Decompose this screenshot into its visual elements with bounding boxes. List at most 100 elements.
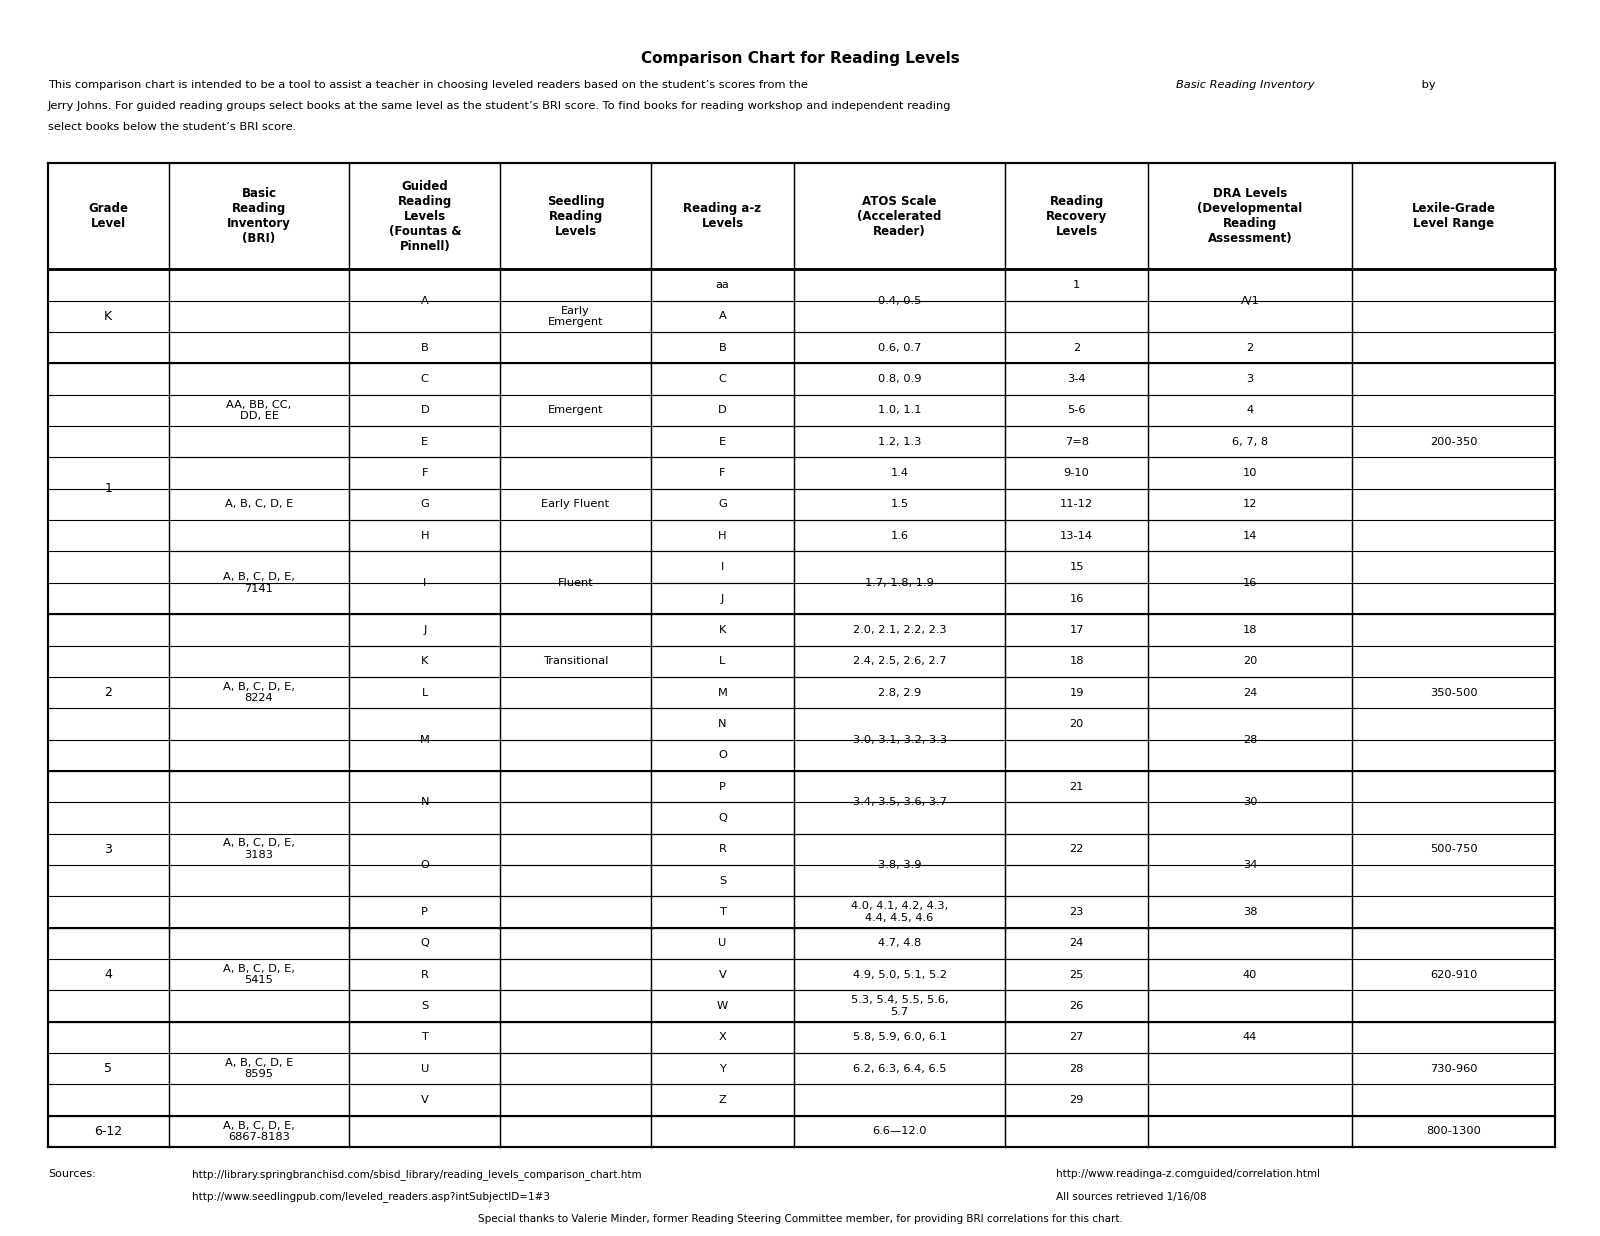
- Text: K: K: [104, 310, 112, 323]
- Text: All sources retrieved 1/16/08: All sources retrieved 1/16/08: [1056, 1192, 1206, 1201]
- Text: 0.8, 0.9: 0.8, 0.9: [878, 375, 922, 384]
- Text: U: U: [421, 1064, 429, 1074]
- Text: Jerry Johns. For guided reading groups select books at the same level as the stu: Jerry Johns. For guided reading groups s…: [48, 101, 952, 111]
- Text: T: T: [718, 907, 726, 917]
- Text: 30: 30: [1243, 797, 1258, 807]
- Text: R: R: [421, 969, 429, 980]
- Text: M: M: [717, 687, 728, 697]
- Text: Lexile-Grade
Level Range: Lexile-Grade Level Range: [1411, 203, 1496, 230]
- Text: Reading
Recovery
Levels: Reading Recovery Levels: [1046, 195, 1107, 237]
- Text: http://www.seedlingpub.com/leveled_readers.asp?intSubjectID=1#3: http://www.seedlingpub.com/leveled_reade…: [192, 1192, 550, 1203]
- Text: 3: 3: [1246, 375, 1254, 384]
- Text: 14: 14: [1243, 530, 1258, 541]
- Text: I: I: [720, 562, 725, 572]
- Text: 3.8, 3.9: 3.8, 3.9: [878, 860, 922, 870]
- Text: N: N: [718, 719, 726, 729]
- Text: 1.6: 1.6: [891, 530, 909, 541]
- Text: 350-500: 350-500: [1430, 687, 1477, 697]
- Text: O: O: [421, 860, 429, 870]
- Text: Q: Q: [718, 813, 726, 823]
- Text: 27: 27: [1069, 1032, 1083, 1042]
- Text: 4.7, 4.8: 4.7, 4.8: [878, 938, 922, 948]
- Text: S: S: [421, 1001, 429, 1011]
- Text: 2.0, 2.1, 2.2, 2.3: 2.0, 2.1, 2.2, 2.3: [853, 625, 946, 635]
- Text: 21: 21: [1069, 781, 1083, 791]
- Text: A, B, C, D, E
8595: A, B, C, D, E 8595: [226, 1058, 293, 1079]
- Text: 40: 40: [1243, 969, 1258, 980]
- Text: Grade
Level: Grade Level: [88, 203, 128, 230]
- Text: 25: 25: [1069, 969, 1083, 980]
- Text: 34: 34: [1243, 860, 1258, 870]
- Text: 5.3, 5.4, 5.5, 5.6,
5.7: 5.3, 5.4, 5.5, 5.6, 5.7: [851, 995, 949, 1017]
- Text: Special thanks to Valerie Minder, former Reading Steering Committee member, for : Special thanks to Valerie Minder, former…: [477, 1214, 1123, 1224]
- Text: L: L: [422, 687, 427, 697]
- Text: F: F: [421, 468, 429, 478]
- Text: 2: 2: [1074, 342, 1080, 352]
- Text: 17: 17: [1069, 625, 1083, 635]
- Text: Sources:: Sources:: [48, 1169, 96, 1179]
- Text: V: V: [718, 969, 726, 980]
- Text: http://library.springbranchisd.com/sbisd_library/reading_levels_comparison_chart: http://library.springbranchisd.com/sbisd…: [192, 1169, 642, 1180]
- Text: 5-6: 5-6: [1067, 405, 1086, 415]
- Text: 200-350: 200-350: [1430, 436, 1477, 446]
- Text: 730-960: 730-960: [1430, 1064, 1477, 1074]
- Text: 1.0, 1.1: 1.0, 1.1: [878, 405, 922, 415]
- Text: 3-4: 3-4: [1067, 375, 1086, 384]
- Text: 24: 24: [1069, 938, 1083, 948]
- Text: 0.6, 0.7: 0.6, 0.7: [878, 342, 922, 352]
- Text: J: J: [720, 593, 725, 603]
- Text: This comparison chart is intended to be a tool to assist a teacher in choosing l: This comparison chart is intended to be …: [48, 80, 811, 90]
- Text: O: O: [718, 750, 726, 760]
- Text: 26: 26: [1069, 1001, 1083, 1011]
- Text: H: H: [421, 530, 429, 541]
- Text: 13-14: 13-14: [1061, 530, 1093, 541]
- Text: C: C: [421, 375, 429, 384]
- Text: P: P: [718, 781, 726, 791]
- Text: K: K: [421, 656, 429, 666]
- Text: A, B, C, D, E,
6867-8183: A, B, C, D, E, 6867-8183: [222, 1121, 294, 1142]
- Text: 22: 22: [1069, 844, 1083, 854]
- Text: Y: Y: [718, 1064, 726, 1074]
- Text: X: X: [718, 1032, 726, 1042]
- Text: http://www.readinga-z.comguided/correlation.html: http://www.readinga-z.comguided/correlat…: [1056, 1169, 1320, 1179]
- Text: 5.8, 5.9, 6.0, 6.1: 5.8, 5.9, 6.0, 6.1: [853, 1032, 947, 1042]
- Text: 10: 10: [1243, 468, 1258, 478]
- Text: H: H: [718, 530, 726, 541]
- Text: ATOS Scale
(Accelerated
Reader): ATOS Scale (Accelerated Reader): [858, 195, 942, 237]
- Text: 12: 12: [1243, 499, 1258, 509]
- Text: 2.8, 2.9: 2.8, 2.9: [878, 687, 922, 697]
- Text: T: T: [421, 1032, 429, 1042]
- Text: J: J: [422, 625, 427, 635]
- Text: 7=8: 7=8: [1064, 436, 1088, 446]
- Text: Z: Z: [718, 1095, 726, 1105]
- Text: by: by: [1418, 80, 1435, 90]
- Text: A, B, C, D, E,
8224: A, B, C, D, E, 8224: [222, 682, 294, 703]
- Text: Seedling
Reading
Levels: Seedling Reading Levels: [547, 195, 605, 237]
- Text: 1: 1: [104, 482, 112, 496]
- Text: 18: 18: [1243, 625, 1258, 635]
- Text: Reading a-z
Levels: Reading a-z Levels: [683, 203, 762, 230]
- Text: Guided
Reading
Levels
(Fountas &
Pinnell): Guided Reading Levels (Fountas & Pinnell…: [389, 179, 461, 253]
- Text: A, B, C, D, E,
3183: A, B, C, D, E, 3183: [222, 838, 294, 860]
- Text: P: P: [421, 907, 429, 917]
- Text: Basic
Reading
Inventory
(BRI): Basic Reading Inventory (BRI): [227, 188, 291, 245]
- Text: 16: 16: [1243, 578, 1258, 588]
- Text: 4: 4: [104, 968, 112, 981]
- Text: 23: 23: [1069, 907, 1083, 917]
- Text: 2: 2: [1246, 342, 1253, 352]
- Text: 38: 38: [1243, 907, 1258, 917]
- Text: D: D: [718, 405, 726, 415]
- Text: 18: 18: [1069, 656, 1083, 666]
- Text: 6.2, 6.3, 6.4, 6.5: 6.2, 6.3, 6.4, 6.5: [853, 1064, 946, 1074]
- Text: V: V: [421, 1095, 429, 1105]
- Text: 4.0, 4.1, 4.2, 4.3,
4.4, 4.5, 4.6: 4.0, 4.1, 4.2, 4.3, 4.4, 4.5, 4.6: [851, 901, 949, 923]
- Text: AA, BB, CC,
DD, EE: AA, BB, CC, DD, EE: [226, 399, 291, 421]
- Text: 28: 28: [1243, 734, 1258, 744]
- Text: G: G: [718, 499, 726, 509]
- Text: 620-910: 620-910: [1430, 969, 1477, 980]
- Text: A, B, C, D, E,
7141: A, B, C, D, E, 7141: [222, 572, 294, 593]
- Text: B: B: [421, 342, 429, 352]
- Text: 9-10: 9-10: [1064, 468, 1090, 478]
- Text: 1.5: 1.5: [891, 499, 909, 509]
- Text: G: G: [421, 499, 429, 509]
